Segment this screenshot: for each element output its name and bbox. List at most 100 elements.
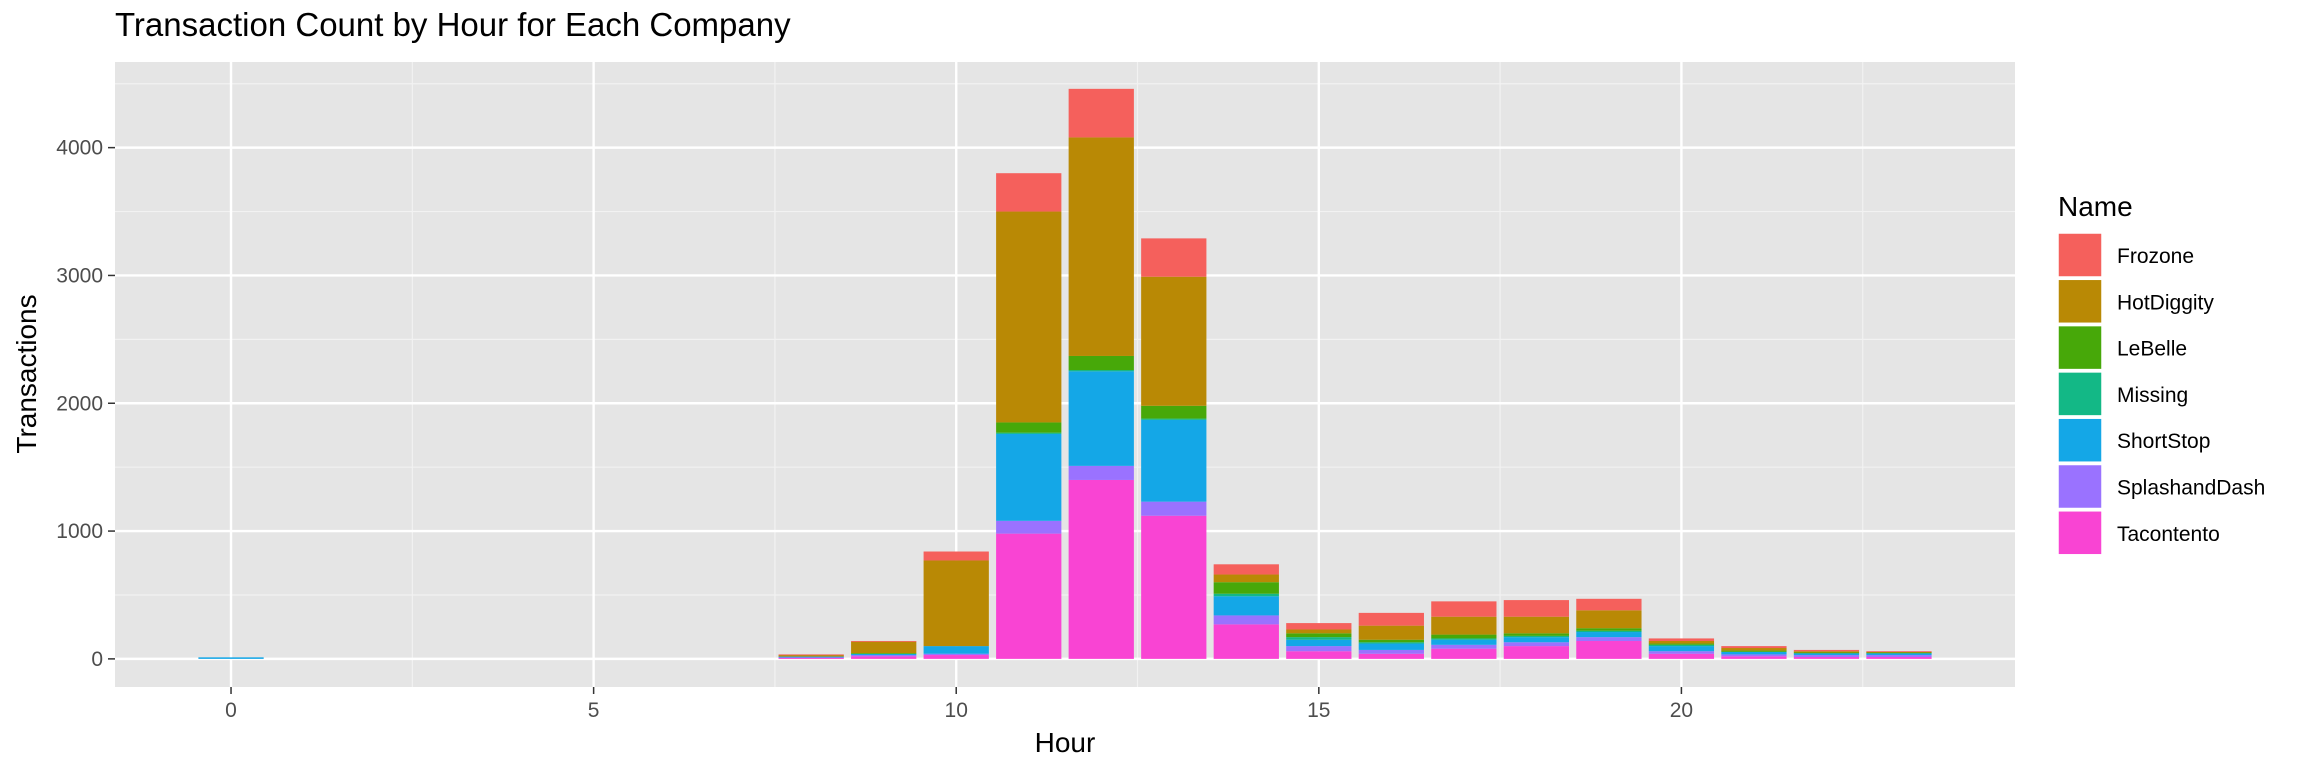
bar-segment-hotdiggity — [1286, 629, 1352, 634]
y-tick-label: 4000 — [56, 137, 103, 160]
bar-segment-shortstop — [1068, 371, 1134, 466]
bar-segment-hotdiggity — [1213, 574, 1279, 583]
bar-segment-lebelle — [1213, 582, 1279, 594]
y-tick-label: 0 — [91, 648, 103, 671]
bar-segment-frozone — [778, 654, 844, 656]
bar-segment-hotdiggity — [1141, 276, 1207, 406]
legend-swatch-splashanddash — [2057, 463, 2103, 510]
bar-segment-lebelle — [1141, 405, 1207, 419]
legend-label-hotdiggity: HotDiggity — [2117, 291, 2214, 314]
bar-segment-missing — [1576, 630, 1642, 633]
bar-segment-frozone — [1576, 598, 1642, 611]
bar-segment-shortstop — [1141, 419, 1207, 502]
bar-segment-lebelle — [1576, 628, 1642, 631]
bar-segment-shortstop — [996, 433, 1062, 521]
legend-swatch-shortstop — [2057, 417, 2103, 463]
bar-segment-splashanddash — [1213, 615, 1279, 625]
bar-segment-shortstop — [1503, 637, 1570, 643]
bar-segment-splashanddash — [1286, 646, 1352, 652]
bar-segment-lebelle — [996, 422, 1062, 433]
bar-segment-frozone — [1503, 600, 1570, 617]
y-axis: 0 1000 2000 3000 4000 — [56, 137, 115, 671]
bar-segment-shortstop — [1576, 632, 1642, 638]
bar-segment-shortstop — [1286, 639, 1352, 647]
bar-segment-tacontento — [1721, 656, 1787, 659]
bar-segment-hotdiggity — [1648, 640, 1715, 644]
bar-segment-splashanddash — [1721, 654, 1787, 657]
legend-swatch-hotdiggity — [2057, 278, 2103, 325]
bar-segment-tacontento — [851, 656, 917, 659]
x-tick-label: 5 — [588, 699, 600, 722]
bar-segment-splashanddash — [1866, 655, 1932, 657]
bar-segment-shortstop — [1866, 653, 1932, 656]
legend-title: Name — [2058, 191, 2133, 222]
bar-segment-shortstop — [778, 656, 844, 658]
bar-segment-splashanddash — [851, 655, 917, 657]
bar-segment-shortstop — [923, 646, 989, 654]
bar-segment-frozone — [923, 551, 989, 561]
x-tick-label: 15 — [1307, 699, 1330, 722]
bar-segment-tacontento — [923, 655, 989, 659]
bar-segment-splashanddash — [1141, 501, 1207, 516]
x-tick-label: 20 — [1670, 699, 1693, 722]
bars — [198, 88, 1932, 659]
bar-segment-shortstop — [1213, 596, 1279, 616]
bar-segment-lebelle — [1286, 633, 1352, 638]
bar-segment-hotdiggity — [778, 655, 844, 657]
bar-segment-missing — [1648, 644, 1715, 647]
bar-segment-shortstop — [198, 657, 264, 659]
bar-segment-lebelle — [1431, 634, 1497, 639]
bar-segment-hotdiggity — [1866, 651, 1932, 653]
bar-segment-splashanddash — [1068, 465, 1134, 480]
bar-segment-shortstop — [1358, 643, 1424, 650]
bar-segment-lebelle — [1358, 639, 1424, 643]
bar-segment-frozone — [1141, 238, 1207, 277]
bar-segment-tacontento — [996, 533, 1062, 659]
bar-segment-missing — [1431, 638, 1497, 640]
bar-segment-tacontento — [1431, 648, 1497, 659]
bar-segment-frozone — [1648, 638, 1715, 641]
bar-segment-lebelle — [1068, 355, 1134, 371]
bar-segment-missing — [1358, 642, 1424, 644]
x-axis-title: Hour — [1035, 727, 1096, 758]
bar-segment-tacontento — [1648, 653, 1715, 659]
bar-segment-frozone — [1286, 623, 1352, 630]
bar-segment-missing — [1286, 637, 1352, 640]
bar-segment-hotdiggity — [1431, 616, 1497, 635]
y-tick-label: 3000 — [56, 264, 103, 287]
bar-segment-tacontento — [1576, 640, 1642, 659]
bar-segment-frozone — [1431, 601, 1497, 617]
bar-segment-hotdiggity — [1068, 137, 1134, 356]
bar-segment-frozone — [1358, 612, 1424, 626]
bar-segment-tacontento — [1286, 651, 1352, 659]
bar-segment-splashanddash — [1793, 655, 1860, 657]
bar-segment-lebelle — [851, 653, 917, 654]
legend-label-tacontento: Tacontento — [2117, 523, 2220, 546]
bar-segment-lebelle — [1503, 633, 1570, 636]
major-gridlines — [115, 62, 2015, 687]
bar-segment-splashanddash — [1503, 642, 1570, 647]
bar-segment-splashanddash — [1648, 651, 1715, 654]
bar-segment-frozone — [1866, 651, 1932, 653]
bar-segment-splashanddash — [996, 520, 1062, 534]
bar-segment-shortstop — [1431, 639, 1497, 645]
bar-segment-tacontento — [1213, 624, 1279, 659]
bar-segment-hotdiggity — [1503, 616, 1570, 634]
legend-label-splashanddash: SplashandDash — [2117, 477, 2265, 500]
bar-segment-frozone — [1721, 646, 1787, 649]
bar-segment-tacontento — [1866, 656, 1932, 659]
y-tick-label: 1000 — [56, 520, 103, 543]
legend-label-frozone: Frozone — [2117, 245, 2194, 268]
bar-segment-shortstop — [1721, 651, 1787, 655]
bar-segment-hotdiggity — [923, 560, 989, 647]
bar-segment-splashanddash — [778, 657, 844, 659]
bar-segment-lebelle — [1648, 643, 1715, 645]
bar-segment-shortstop — [1648, 646, 1715, 652]
chart-title: Transaction Count by Hour for Each Compa… — [115, 6, 791, 43]
legend-label-missing: Missing — [2117, 384, 2188, 407]
bar-segment-splashanddash — [1358, 649, 1424, 654]
bar-segment-missing — [1068, 370, 1134, 372]
legend-swatch-frozone — [2057, 232, 2103, 278]
bar-segment-missing — [1213, 593, 1279, 597]
